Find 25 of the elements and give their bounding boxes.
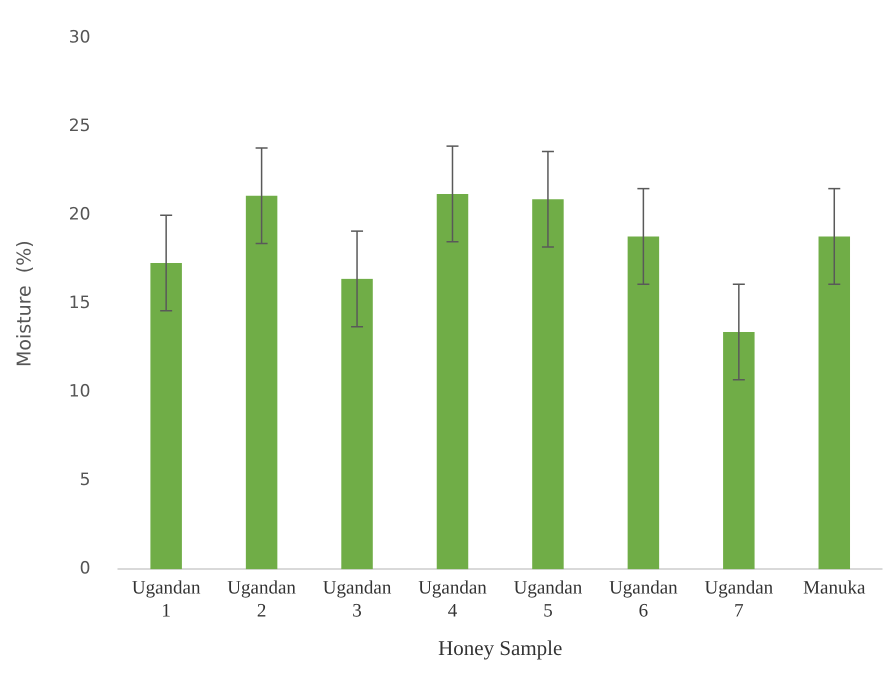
bar [628, 236, 660, 570]
y-axis-title: Moisture (%) [13, 240, 36, 368]
bar [341, 278, 373, 570]
bar [150, 262, 182, 570]
y-tick-label: 10 [68, 382, 90, 402]
x-tick-label: Ugandan 5 [514, 578, 583, 622]
y-tick-label: 5 [80, 470, 90, 490]
bar [246, 196, 278, 570]
x-axis-title: Honey Sample [438, 636, 562, 660]
bar [723, 332, 755, 570]
y-tick-label: 20 [68, 204, 90, 225]
y-tick-label: 25 [68, 116, 90, 136]
x-tick-label: Ugandan 4 [418, 578, 488, 622]
x-tick-label: Ugandan 7 [704, 578, 774, 622]
bar [436, 194, 468, 570]
x-tick-label: Ugandan 2 [227, 578, 296, 622]
x-tick-label: Ugandan 3 [322, 578, 392, 622]
bar [532, 199, 564, 570]
bar [818, 236, 850, 570]
y-tick-label: 15 [68, 293, 90, 314]
x-tick-label: Ugandan 6 [609, 578, 678, 622]
y-tick-label: 0 [80, 558, 90, 579]
y-tick-label: 30 [68, 28, 90, 48]
x-tick-label: Ugandan 1 [132, 578, 201, 622]
x-tick-label: Manuka [803, 578, 866, 599]
